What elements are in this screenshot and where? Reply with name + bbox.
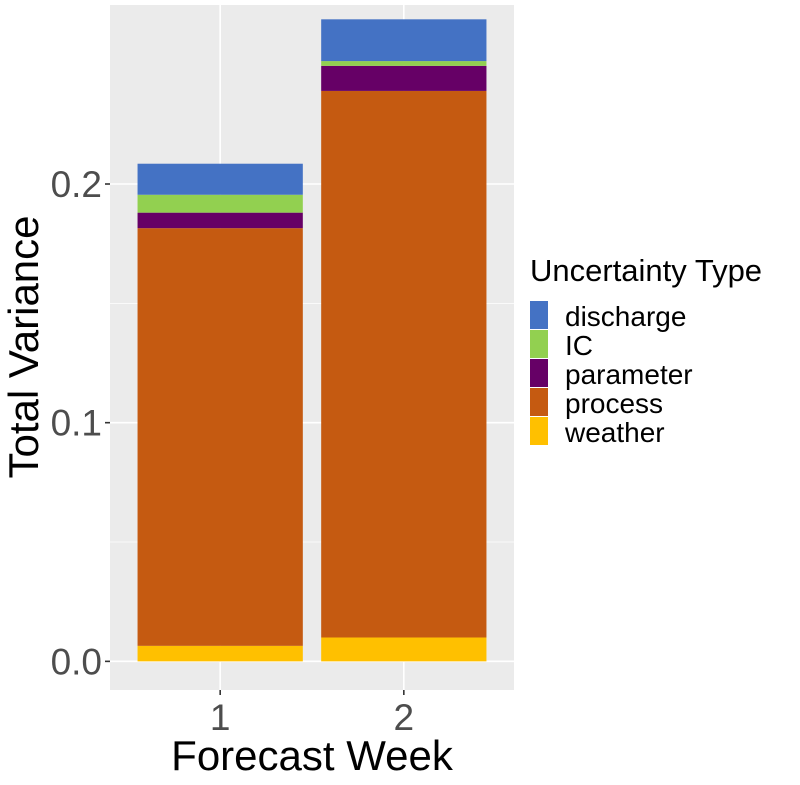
legend-label-parameter: parameter [565,359,693,390]
legend-key-discharge [530,301,548,329]
legend-label-ic: IC [565,330,593,361]
legend: Uncertainty Type dischargeICparameterpro… [530,253,762,448]
legend-key-process [530,388,548,416]
x-tick-label: 2 [394,697,415,738]
legend-key-weather [530,417,548,445]
legend-key-ic [530,330,548,358]
bar-segment-ic [321,61,487,66]
bar-segment-discharge [321,19,487,62]
legend-label-process: process [565,388,663,419]
y-tick-label: 0.0 [51,641,102,682]
y-axis: 0.0 0.1 0.2 [51,164,110,682]
y-tick-label: 0.1 [51,403,102,444]
bar-segment-process [321,90,487,638]
y-tick-label: 0.2 [51,164,102,205]
bar-segment-ic [137,194,303,213]
legend-label-discharge: discharge [565,301,686,332]
bar-segment-parameter [137,212,303,229]
bar-segment-weather [321,637,487,662]
legend-key-parameter [530,359,548,387]
bar-segment-discharge [137,163,303,195]
y-axis-title: Total Variance [0,215,47,478]
legend-title: Uncertainty Type [530,253,762,288]
x-axis-title: Forecast Week [171,732,454,779]
x-tick-label: 1 [210,697,231,738]
bar-segment-parameter [321,65,487,91]
bar-segment-weather [137,645,303,662]
bars [137,19,487,662]
legend-label-weather: weather [564,417,665,448]
bar-segment-process [137,228,303,646]
